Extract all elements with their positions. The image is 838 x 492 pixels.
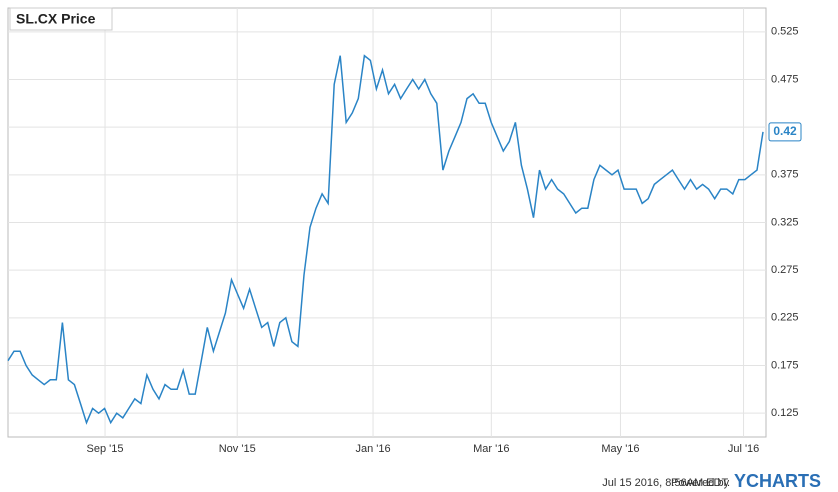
- x-tick-label: Mar '16: [473, 443, 509, 455]
- y-tick-label: 0.475: [771, 73, 799, 85]
- price-line: [7, 54, 764, 425]
- last-value-label: 0.42: [773, 124, 797, 138]
- y-tick-label: 0.375: [771, 169, 799, 181]
- x-tick-label: May '16: [601, 443, 639, 455]
- y-tick-label: 0.225: [771, 312, 799, 324]
- chart-title: SL.CX Price: [16, 11, 96, 27]
- title-box: [9, 7, 113, 31]
- timestamp: Jul 15 2016, 8:56AM EDT.: [602, 477, 730, 489]
- y-tick-label: 0.325: [771, 216, 799, 228]
- x-tick-label: Jan '16: [355, 443, 390, 455]
- y-tick-label: 0.275: [771, 264, 799, 276]
- x-tick-label: Jul '16: [728, 443, 759, 455]
- y-tick-label: 0.525: [771, 26, 799, 38]
- brand-logo: YCHARTS: [734, 471, 821, 491]
- x-tick-label: Sep '15: [87, 443, 124, 455]
- y-tick-label: 0.125: [771, 407, 799, 419]
- x-tick-label: Nov '15: [219, 443, 256, 455]
- last-value-box: [768, 122, 802, 142]
- powered-by: Powered by: [671, 477, 730, 489]
- y-tick-label: 0.175: [771, 359, 799, 371]
